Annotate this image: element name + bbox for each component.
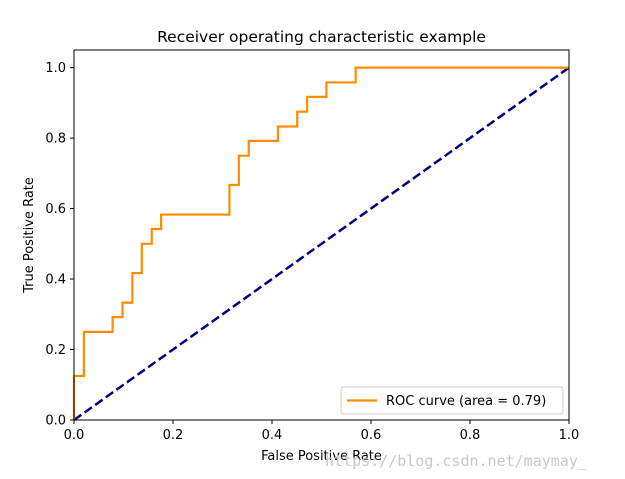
legend-label-roc: ROC curve (area = 0.79) [386,394,546,409]
x-axis: 0.0 0.2 0.4 0.6 0.8 1.0 [64,420,580,443]
y-axis: 0.0 0.2 0.4 0.6 0.8 1.0 [45,61,74,429]
y-tick-label: 0.8 [45,132,66,147]
legend: ROC curve (area = 0.79) [340,386,564,415]
y-tick-label: 0.0 [45,414,66,429]
chart-title: Receiver operating characteristic exampl… [157,28,486,46]
y-axis-title: True Positive Rate [22,177,37,294]
plot-area [72,66,570,422]
x-tick-label: 0.4 [262,428,283,443]
watermark: https://blog.csdn.net/maymay_ [325,452,588,470]
x-tick-label: 0.8 [460,428,481,443]
axes-frame [73,49,570,421]
y-tick-label: 1.0 [45,61,66,76]
legend-box [340,386,564,415]
x-tick-label: 0.2 [163,428,184,443]
roc-curve-line [72,66,569,420]
y-tick-label: 0.6 [45,202,66,217]
y-tick-label: 0.2 [45,343,66,358]
y-tick-label: 0.4 [45,273,66,288]
x-tick-label: 1.0 [559,428,580,443]
chance-diagonal-line [73,66,570,422]
x-axis-title: False Positive Rate [261,449,382,464]
x-tick-label: 0.0 [64,428,85,443]
x-tick-label: 0.6 [361,428,382,443]
